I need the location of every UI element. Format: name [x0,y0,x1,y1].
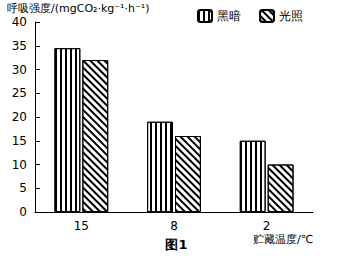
svg-text:贮藏温度/℃: 贮藏温度/℃ [253,233,313,246]
svg-text:黑暗: 黑暗 [217,9,241,23]
svg-text:8: 8 [170,219,178,233]
svg-text:15: 15 [74,219,89,233]
svg-text:30: 30 [12,63,27,77]
svg-text:20: 20 [12,110,27,124]
svg-text:5: 5 [19,181,27,195]
svg-text:图1: 图1 [165,237,187,252]
svg-text:2: 2 [263,219,271,233]
svg-text:15: 15 [12,134,27,148]
svg-text:光照: 光照 [279,9,303,23]
svg-text:10: 10 [12,158,27,172]
svg-text:40: 40 [12,15,27,29]
svg-text:0: 0 [19,205,27,219]
svg-text:25: 25 [12,86,27,100]
svg-text:呼吸强度/(mgCO₂·kg⁻¹·h⁻¹): 呼吸强度/(mgCO₂·kg⁻¹·h⁻¹) [7,2,149,15]
svg-text:35: 35 [12,39,27,53]
